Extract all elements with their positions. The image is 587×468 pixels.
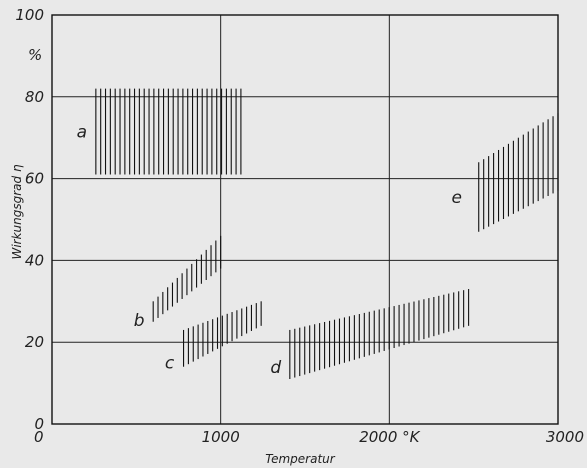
region-label-e: e: [451, 188, 461, 208]
x-tick-label: 1000: [202, 428, 240, 446]
region-d: d: [270, 289, 470, 380]
y-tick-label: 80: [25, 88, 44, 106]
region-label-a: a: [77, 123, 87, 143]
region-e: e: [451, 113, 559, 232]
y-tick-label: 100: [15, 6, 44, 24]
region-b: b: [134, 235, 222, 331]
region-a: a: [77, 88, 242, 175]
y-unit-label: %: [28, 46, 42, 64]
region-label-c: c: [165, 354, 175, 374]
x-tick-label: 2000 °K: [359, 428, 420, 446]
y-tick-label: 40: [25, 251, 44, 269]
y-tick-label: 60: [25, 170, 44, 188]
hatched-regions: a b c d e: [77, 88, 559, 380]
x-tick-label: 0: [34, 428, 44, 446]
x-tick-label: 3000: [546, 428, 584, 446]
region-label-d: d: [270, 358, 281, 378]
plot-frame: [51, 14, 559, 425]
y-axis-label: Wirkungsgrad η: [10, 164, 24, 259]
region-c: c: [165, 301, 262, 374]
region-label-b: b: [134, 311, 145, 331]
x-axis-label: Temperatur: [265, 452, 336, 466]
y-tick-label: 0: [34, 415, 44, 433]
y-tick-label: 20: [25, 333, 44, 351]
